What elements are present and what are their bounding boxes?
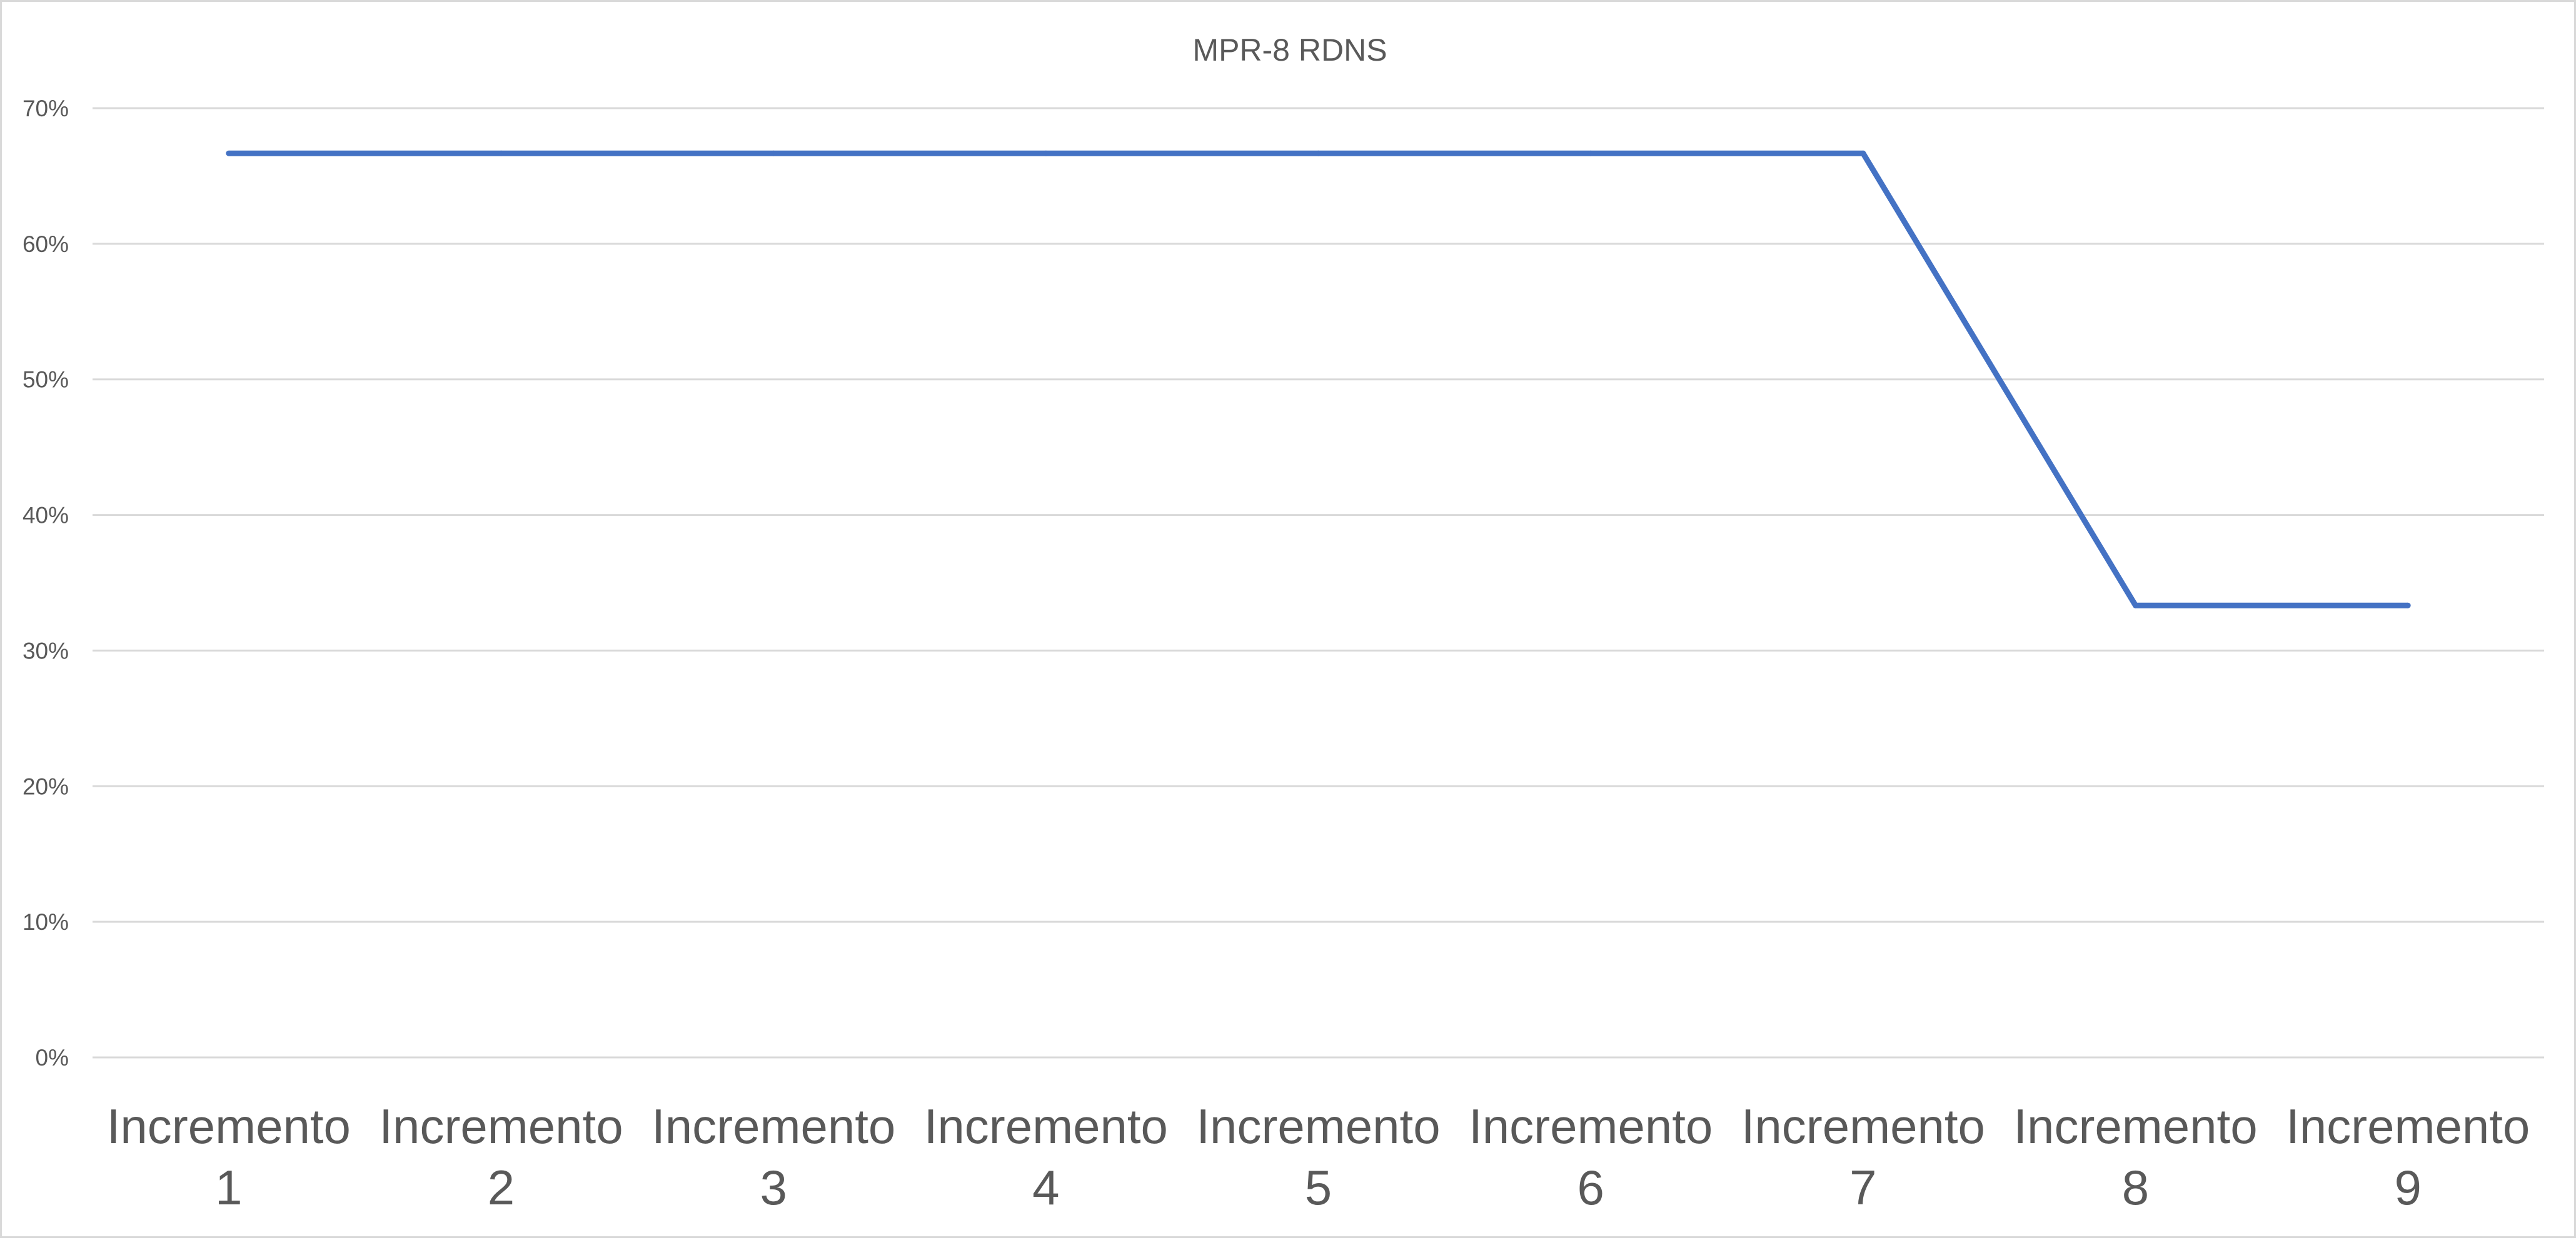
x-tick-label-line: Incremento [924, 1099, 1168, 1154]
x-tick-label-line: Incremento [1469, 1099, 1713, 1154]
data-point [1316, 150, 1321, 156]
y-axis: 0% 10% 20% 30% 40% 50% 60% 70% [23, 96, 69, 1071]
x-tick-label-line: Incremento [2286, 1099, 2530, 1154]
x-tick-label-line: 4 [1032, 1160, 1059, 1215]
data-point [770, 150, 777, 156]
data-point [226, 150, 232, 156]
x-tick-label-line: Incremento [652, 1099, 895, 1154]
x-tick-label-line: Incremento [1196, 1099, 1440, 1154]
x-tick-label: Incremento 8 [2013, 1099, 2257, 1215]
data-point [1587, 150, 1594, 156]
x-tick-label: Incremento 2 [379, 1099, 623, 1215]
y-tick-label: 70% [23, 96, 69, 121]
data-point [1043, 150, 1049, 156]
x-tick-label-line: 7 [1849, 1160, 1876, 1215]
x-tick-label: Incremento 9 [2286, 1099, 2530, 1215]
x-tick-label: Incremento 7 [1741, 1099, 1985, 1215]
x-tick-label-line: Incremento [1741, 1099, 1985, 1154]
x-tick-label: Incremento 5 [1196, 1099, 1440, 1215]
data-point [1860, 150, 1866, 156]
y-tick-label: 30% [23, 638, 69, 663]
x-tick-label: Incremento 3 [652, 1099, 895, 1215]
x-tick-label-line: 2 [488, 1160, 515, 1215]
x-tick-label-line: 8 [2122, 1160, 2149, 1215]
series-layer [226, 150, 2411, 608]
gridlines [93, 107, 2544, 1059]
y-tick-label: 40% [23, 503, 69, 528]
x-tick-label-line: 9 [2394, 1160, 2421, 1215]
x-tick-label-line: Incremento [379, 1099, 623, 1154]
chart-title: MPR-8 RDNS [1192, 33, 1387, 68]
y-tick-label: 50% [23, 367, 69, 393]
x-tick-label-line: Incremento [107, 1099, 351, 1154]
x-tick-label-line: 1 [215, 1160, 242, 1215]
data-point [2405, 602, 2411, 608]
data-point [498, 150, 504, 156]
y-tick-label: 60% [23, 231, 69, 257]
x-tick-label: Incremento 1 [107, 1099, 351, 1215]
x-tick-label-line: 3 [760, 1160, 787, 1215]
data-point [2133, 602, 2138, 608]
x-tick-label-line: 6 [1577, 1160, 1604, 1215]
y-tick-label: 0% [36, 1045, 69, 1071]
y-tick-label: 10% [23, 909, 69, 935]
x-tick-label-line: 5 [1305, 1160, 1332, 1215]
x-tick-label: Incremento 6 [1469, 1099, 1713, 1215]
x-tick-label-line: Incremento [2013, 1099, 2257, 1154]
x-tick-label: Incremento 4 [924, 1099, 1168, 1215]
y-tick-label: 20% [23, 774, 69, 799]
